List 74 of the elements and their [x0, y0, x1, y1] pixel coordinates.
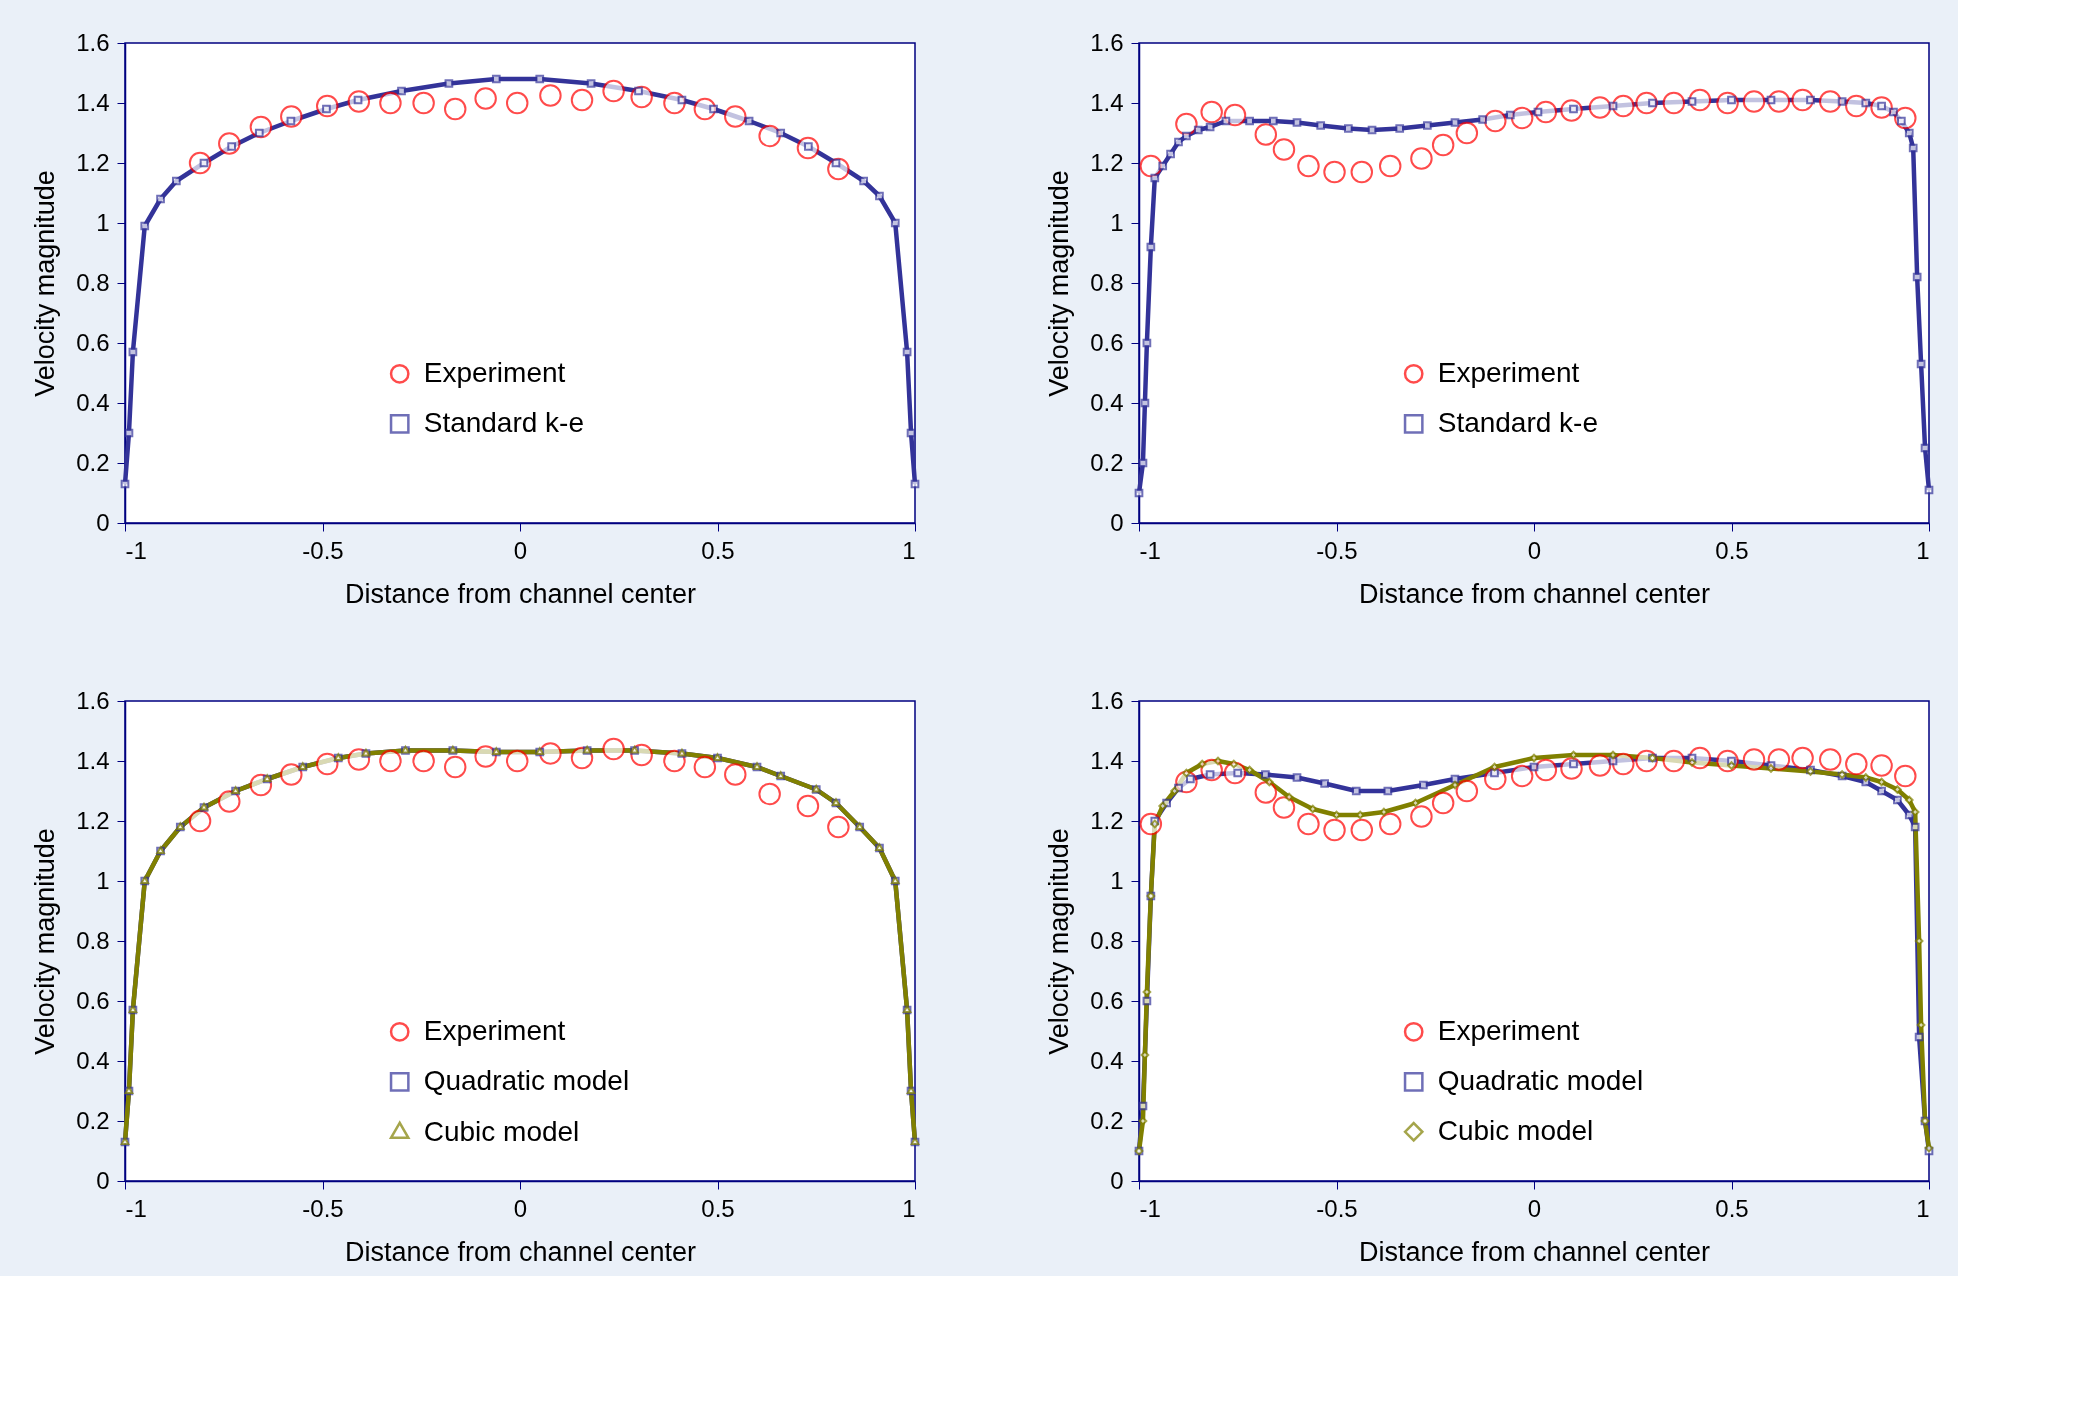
y-tick-label: 1 [96, 208, 110, 236]
y-tick-label: 1.4 [76, 746, 110, 774]
x-tick-label: 1 [902, 1194, 916, 1222]
x-tick-label: 0.5 [701, 536, 735, 564]
y-tick-label: 1.2 [1090, 806, 1124, 834]
y-tick-label: 1.2 [1090, 148, 1124, 176]
y-tick-label: 0 [96, 508, 110, 536]
legend-label: Cubic model [423, 1115, 580, 1147]
y-tick-label: 1.4 [76, 88, 110, 116]
y-tick-label: 0.2 [76, 1106, 110, 1134]
x-tick-label: 1 [902, 536, 916, 564]
x-tick-label: -0.5 [1316, 536, 1358, 564]
y-tick-label: 0.4 [1090, 1046, 1124, 1074]
y-tick-label: 0.8 [1090, 268, 1124, 296]
y-tick-label: 1 [1110, 208, 1124, 236]
x-axis-title: Distance from channel center [1358, 578, 1711, 609]
y-axis-title: Velocity magnitude [30, 170, 61, 397]
y-tick-label: 1.6 [1090, 28, 1124, 56]
x-tick-label: 0.5 [1715, 536, 1749, 564]
x-tick-label: -0.5 [302, 536, 344, 564]
y-axis-title: Velocity magnitude [30, 828, 61, 1055]
legend-label: Standard k-e [1437, 406, 1599, 438]
x-tick-label: -1 [1139, 536, 1161, 564]
y-tick-label: 0.8 [76, 268, 110, 296]
y-tick-label: 1.4 [1090, 746, 1124, 774]
y-tick-label: 1.4 [1090, 88, 1124, 116]
x-tick-label: -0.5 [1316, 1194, 1358, 1222]
y-tick-label: 1 [96, 866, 110, 894]
y-tick-label: 0.6 [76, 328, 110, 356]
y-tick-label: 0 [96, 1166, 110, 1194]
x-tick-label: 0.5 [1715, 1194, 1749, 1222]
y-tick-label: 1.6 [1090, 686, 1124, 714]
y-axis-title: Velocity magnitude [1044, 828, 1075, 1055]
y-tick-label: 0 [1110, 1166, 1124, 1194]
legend-label: Experiment [1437, 356, 1580, 388]
legend-label: Standard k-e [423, 406, 585, 438]
x-tick-label: -1 [1139, 1194, 1161, 1222]
x-tick-label: 0 [1527, 1194, 1542, 1222]
y-tick-label: 0.6 [1090, 986, 1124, 1014]
y-tick-label: 0.2 [76, 448, 110, 476]
y-tick-label: 0 [1110, 508, 1124, 536]
x-tick-label: -1 [125, 536, 147, 564]
legend-label: Quadratic model [1437, 1064, 1644, 1096]
x-tick-label: -0.5 [302, 1194, 344, 1222]
y-tick-label: 0.2 [1090, 1106, 1124, 1134]
legend-label: Experiment [423, 356, 566, 388]
y-tick-label: 1 [1110, 866, 1124, 894]
x-tick-label: -1 [125, 1194, 147, 1222]
legend-label: Experiment [423, 1014, 566, 1046]
y-tick-label: 0.8 [76, 926, 110, 954]
y-tick-label: 0.4 [1090, 388, 1124, 416]
x-axis-title: Distance from channel center [1358, 1236, 1711, 1267]
legend-label: Quadratic model [423, 1064, 630, 1096]
x-axis-title: Distance from channel center [344, 1236, 697, 1267]
y-tick-label: 1.6 [76, 28, 110, 56]
x-tick-label: 0.5 [701, 1194, 735, 1222]
x-tick-label: 0 [513, 536, 528, 564]
y-tick-label: 0.8 [1090, 926, 1124, 954]
y-tick-label: 0.4 [76, 1046, 110, 1074]
y-tick-label: 1.6 [76, 686, 110, 714]
y-tick-label: 0.2 [1090, 448, 1124, 476]
x-tick-label: 0 [513, 1194, 528, 1222]
y-tick-label: 0.6 [1090, 328, 1124, 356]
x-axis-title: Distance from channel center [344, 578, 697, 609]
y-tick-label: 0.6 [76, 986, 110, 1014]
legend-label: Experiment [1437, 1014, 1580, 1046]
legend-label: Cubic model [1437, 1114, 1594, 1146]
y-tick-label: 0.4 [76, 388, 110, 416]
x-tick-label: 1 [1916, 536, 1930, 564]
y-tick-label: 1.2 [76, 806, 110, 834]
x-tick-label: 0 [1527, 536, 1542, 564]
y-axis-title: Velocity magnitude [1044, 170, 1075, 397]
x-tick-label: 1 [1916, 1194, 1930, 1222]
y-tick-label: 1.2 [76, 148, 110, 176]
